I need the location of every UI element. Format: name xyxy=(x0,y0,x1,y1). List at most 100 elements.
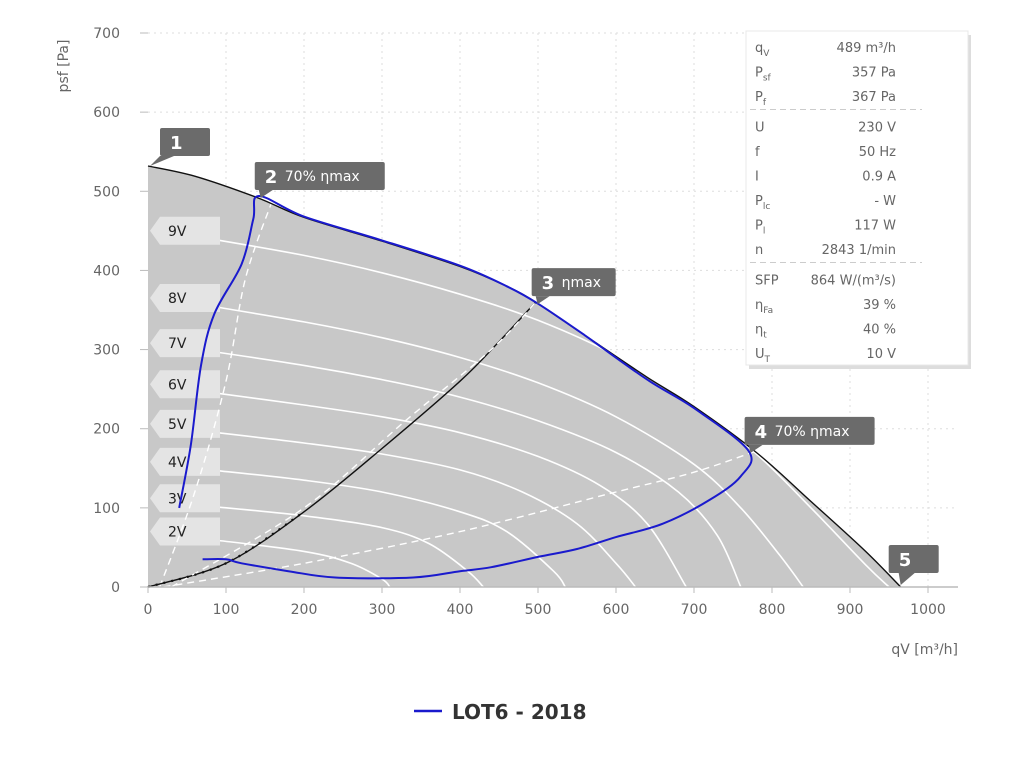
axes: 0 100 200 300 400 500 600 700 800 900 1000 0 100 200 3… xyxy=(56,26,958,658)
info-param-name: f xyxy=(755,145,760,160)
callout-pointer xyxy=(898,573,915,585)
series-lines xyxy=(178,194,753,580)
x-tick-label: 1000 xyxy=(910,602,946,618)
info-param-value: 10 V xyxy=(866,347,896,362)
legend-item-lot6[interactable]: LOT6 - 2018 xyxy=(414,700,586,724)
x-tick-label: 600 xyxy=(603,602,630,618)
voltage-label-bg xyxy=(150,284,220,313)
info-row: ηt 40 % xyxy=(755,323,896,341)
voltage-label-bg xyxy=(150,517,220,546)
x-tick-label: 900 xyxy=(837,602,864,618)
y-tick-label: 100 xyxy=(93,501,120,517)
callout-5: 5 xyxy=(888,545,939,585)
operating-area xyxy=(148,166,901,587)
info-panel-box xyxy=(745,30,969,366)
x-tick-label: 200 xyxy=(291,602,318,618)
legend-label: LOT6 - 2018 xyxy=(452,700,586,724)
info-row: Pf 367 Pa xyxy=(755,90,896,108)
info-row: n 2843 1/min xyxy=(755,243,896,258)
voltage-label-text: 7V xyxy=(168,336,187,352)
callout-number: 1 xyxy=(170,133,183,154)
info-param-value: 357 Pa xyxy=(852,66,896,81)
info-param-sub: Fa xyxy=(763,306,773,316)
callout-box xyxy=(531,268,616,297)
info-row: f 50 Hz xyxy=(755,145,896,160)
voltage-label-text: 3V xyxy=(168,491,187,507)
legend[interactable]: LOT6 - 2018 xyxy=(414,700,586,724)
y-tick-label: 200 xyxy=(93,422,120,438)
info-param-value: 117 W xyxy=(854,219,896,234)
voltage-label-text: 4V xyxy=(168,455,187,471)
y-tick-label: 300 xyxy=(93,343,120,359)
info-param-value: 50 Hz xyxy=(859,145,896,160)
x-tick-label: 100 xyxy=(213,602,240,618)
x-tick-label: 800 xyxy=(759,602,786,618)
callout-1: 1 xyxy=(150,127,210,166)
voltage-curve-8V xyxy=(210,305,804,588)
callout-number: 2 xyxy=(265,167,278,188)
callout-text: ηmax xyxy=(562,275,601,291)
callout-4: 4 70% ηmax xyxy=(744,416,875,453)
info-param-sub: lc xyxy=(763,202,771,212)
efficiency-line xyxy=(159,198,274,588)
x-tick-label: 300 xyxy=(369,602,396,618)
efficiency-line-dotted xyxy=(147,510,305,589)
x-axis-title: qV [m³/h] xyxy=(891,642,958,658)
info-param-value: 2843 1/min xyxy=(822,243,896,258)
callout-number: 5 xyxy=(899,550,912,571)
callout-3: 3 ηmax xyxy=(531,268,616,305)
x-tick-label: 700 xyxy=(681,602,708,618)
info-param-value: 40 % xyxy=(863,323,896,338)
voltage-label-7V: 7V xyxy=(150,329,220,358)
voltage-curve-4V xyxy=(210,469,566,588)
voltage-label-text: 5V xyxy=(168,417,187,433)
info-param-sub: l xyxy=(763,227,766,237)
voltage-label-5V: 5V xyxy=(150,409,220,438)
callout-number: 3 xyxy=(542,273,555,294)
voltage-label-bg xyxy=(150,216,220,245)
info-param-value: 489 m³/h xyxy=(837,41,896,56)
callout-text: 70% ηmax xyxy=(775,424,850,440)
info-param-sub: t xyxy=(763,331,767,341)
callout-pointer xyxy=(748,444,763,453)
voltage-label-text: 8V xyxy=(168,291,187,307)
info-param-value: 367 Pa xyxy=(852,90,896,105)
info-param-value: 864 W/(m³/s) xyxy=(811,274,896,289)
x-tick-label: 0 xyxy=(144,602,153,618)
voltage-curve-3V xyxy=(210,505,484,588)
y-tick-label: 500 xyxy=(93,184,120,200)
voltage-curve-7V xyxy=(210,350,742,588)
voltage-label-8V: 8V xyxy=(150,284,220,313)
info-param-sub: V xyxy=(763,49,770,59)
voltage-curve-5V xyxy=(210,431,637,588)
voltage-label-text: 6V xyxy=(168,377,187,393)
callout-box xyxy=(744,416,875,445)
efficiency-lines xyxy=(147,198,757,589)
x-tick-label: 500 xyxy=(525,602,552,618)
voltage-label-bg xyxy=(150,409,220,438)
callout-number: 4 xyxy=(755,422,768,443)
y-tick-label: 700 xyxy=(93,26,120,42)
voltage-label-3V: 3V xyxy=(150,484,220,513)
info-param-name: Pf xyxy=(755,90,767,108)
operating-area-fill xyxy=(148,166,901,587)
y-axis-title: psf [Pa] xyxy=(56,40,72,93)
voltage-label-bg xyxy=(150,370,220,399)
voltage-label-9V: 9V xyxy=(150,216,220,245)
y-tick-label: 600 xyxy=(93,105,120,121)
info-param-name: I xyxy=(755,170,759,185)
info-param-value: 230 V xyxy=(858,121,896,136)
callout-2: 2 70% ηmax xyxy=(254,162,385,199)
voltage-labels: 9V 8V 7V 6V 5V 4V 3V 2V xyxy=(150,216,220,546)
efficiency-line xyxy=(171,301,537,588)
voltage-curve-2V xyxy=(210,538,391,588)
efficiency-line xyxy=(163,450,757,588)
info-param-name: n xyxy=(755,243,763,258)
callout-pointer xyxy=(150,155,174,166)
x-tick-label: 400 xyxy=(447,602,474,618)
info-param-name: U xyxy=(755,121,765,136)
info-row: Pl 117 W xyxy=(755,219,896,237)
voltage-label-bg xyxy=(150,329,220,358)
info-param-value: 0.9 A xyxy=(862,170,896,185)
